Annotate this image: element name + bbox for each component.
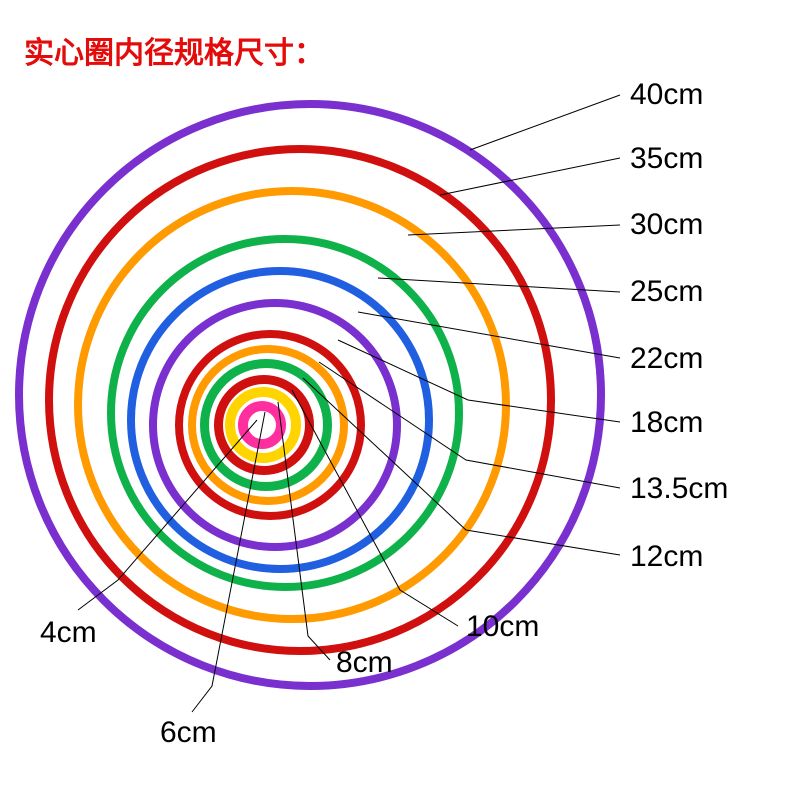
size-label-35cm: 35cm <box>630 142 703 176</box>
size-label-13.5cm: 13.5cm <box>630 472 728 506</box>
size-label-40cm: 40cm <box>630 78 703 112</box>
size-label-18cm: 18cm <box>630 406 703 440</box>
diagram-stage: 实心圈内径规格尺寸： 40cm 35cm 30cm 25cm 22cm 18cm 13.5c… <box>0 0 800 800</box>
page-title: 实心圈内径规格尺寸： <box>24 28 324 72</box>
size-label-12cm: 12cm <box>630 540 703 574</box>
ring-4cm <box>238 401 286 449</box>
size-label-22cm: 22cm <box>630 342 703 376</box>
size-label-30cm: 30cm <box>630 208 703 242</box>
leader-40cm <box>470 95 620 150</box>
size-label-25cm: 25cm <box>630 275 703 309</box>
size-label-10cm: 10cm <box>466 610 539 644</box>
size-label-8cm: 8cm <box>336 646 393 680</box>
size-label-6cm: 6cm <box>160 716 217 750</box>
size-label-4cm: 4cm <box>40 616 97 650</box>
